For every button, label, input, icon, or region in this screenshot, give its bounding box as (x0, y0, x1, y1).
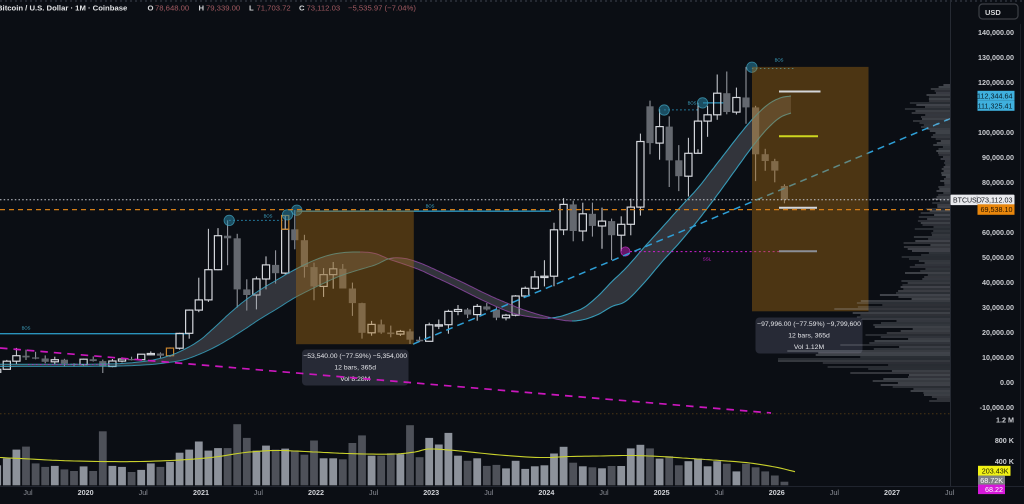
svg-text:L: L (249, 4, 254, 13)
svg-text:130,000.00: 130,000.00 (978, 53, 1014, 62)
svg-text:71,703.72: 71,703.72 (257, 4, 291, 13)
svg-text:Jul: Jul (945, 488, 955, 497)
svg-text:10,000.00: 10,000.00 (982, 353, 1014, 362)
svg-text:BOS: BOS (426, 204, 435, 209)
svg-text:2020: 2020 (78, 488, 94, 497)
svg-text:73,112.03: 73,112.03 (981, 196, 1012, 205)
svg-text:2027: 2027 (884, 488, 900, 497)
svg-text:2021: 2021 (193, 488, 209, 497)
svg-text:C: C (299, 4, 305, 13)
svg-text:1.2 M: 1.2 M (996, 415, 1014, 424)
svg-text:50,000.00: 50,000.00 (982, 253, 1014, 262)
svg-text:2023: 2023 (423, 488, 439, 497)
svg-text:68.72K: 68.72K (980, 476, 1003, 485)
svg-text:60,000.00: 60,000.00 (982, 228, 1014, 237)
svg-text:30,000.00: 30,000.00 (982, 303, 1014, 312)
svg-text:USD: USD (985, 8, 1001, 17)
svg-text:Jul: Jul (254, 488, 264, 497)
svg-text:2022: 2022 (308, 488, 324, 497)
svg-text:800 K: 800 K (995, 436, 1015, 445)
svg-text:400 K: 400 K (995, 457, 1015, 466)
svg-text:−53,540.00 (−77.59%) −5,354,00: −53,540.00 (−77.59%) −5,354,000 (303, 353, 407, 360)
svg-text:-10,000.00: -10,000.00 (980, 403, 1014, 412)
svg-text:0.00: 0.00 (1000, 378, 1014, 387)
svg-text:73,112.03: 73,112.03 (307, 4, 341, 13)
svg-text:Jul: Jul (599, 488, 609, 497)
svg-text:12 bars, 365d: 12 bars, 365d (788, 333, 830, 340)
svg-text:120,000.00: 120,000.00 (978, 78, 1014, 87)
svg-text:40,000.00: 40,000.00 (982, 278, 1014, 287)
svg-text:BOS: BOS (264, 214, 273, 219)
svg-text:Vol 8.28M: Vol 8.28M (340, 376, 371, 383)
svg-text:Jul: Jul (830, 488, 840, 497)
svg-text:Jul: Jul (139, 488, 149, 497)
svg-text:−5,535.97 (−7.04%): −5,535.97 (−7.04%) (348, 4, 416, 13)
svg-text:69,538.10: 69,538.10 (981, 205, 1013, 214)
svg-text:Jul: Jul (23, 488, 33, 497)
svg-text:112,344.64: 112,344.64 (977, 91, 1012, 100)
svg-text:BOS: BOS (22, 326, 31, 331)
svg-text:203.43K: 203.43K (982, 466, 1009, 475)
svg-text:2025: 2025 (654, 488, 670, 497)
svg-text:100,000.00: 100,000.00 (978, 128, 1014, 137)
svg-text:O: O (148, 4, 154, 13)
svg-text:140,000.00: 140,000.00 (978, 28, 1014, 37)
svg-text:SSL: SSL (703, 257, 712, 262)
svg-text:Jul: Jul (369, 488, 379, 497)
svg-text:Vol 1.12M: Vol 1.12M (794, 344, 825, 351)
svg-text:2024: 2024 (538, 488, 554, 497)
svg-text:78,648.00: 78,648.00 (155, 4, 189, 13)
svg-text:−97,996.00 (−77.59%) −9,799,60: −97,996.00 (−77.59%) −9,799,600 (757, 321, 861, 328)
svg-text:111,325.41: 111,325.41 (978, 101, 1013, 110)
svg-text:BTCUSD: BTCUSD (953, 198, 982, 205)
svg-text:BOS: BOS (775, 58, 784, 63)
svg-text:68.22: 68.22 (985, 485, 1003, 494)
svg-text:80,000.00: 80,000.00 (982, 178, 1014, 187)
svg-text:79,339.00: 79,339.00 (206, 4, 240, 13)
svg-text:BOS: BOS (688, 101, 697, 106)
svg-text:90,000.00: 90,000.00 (982, 153, 1014, 162)
svg-text:H: H (199, 4, 205, 13)
svg-text:2026: 2026 (769, 488, 785, 497)
svg-text:Jul: Jul (484, 488, 494, 497)
svg-text:12 bars, 365d: 12 bars, 365d (334, 365, 376, 372)
svg-text:20,000.00: 20,000.00 (982, 328, 1014, 337)
svg-text:Jul: Jul (715, 488, 725, 497)
svg-text:Bitcoin / U.S. Dollar · 1M · C: Bitcoin / U.S. Dollar · 1M · Coinbase (0, 4, 128, 13)
